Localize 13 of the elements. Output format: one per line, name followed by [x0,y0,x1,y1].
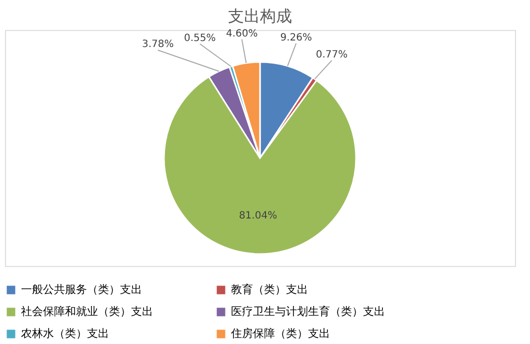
legend-label: 住房保障（类）支出 [231,327,330,340]
legend-label: 医疗卫生与计划生育（类）支出 [231,305,385,318]
chart-title: 支出构成 [228,6,292,26]
legend-label: 社会保障和就业（类）支出 [21,305,153,318]
data-label: 0.77% [316,49,348,60]
legend-label: 农林水（类）支出 [21,327,109,340]
legend-label: 教育（类）支出 [231,283,308,296]
data-label: 4.60% [226,28,258,40]
data-label: 81.04% [238,210,278,222]
legend-label: 一般公共服务（类）支出 [21,283,142,296]
data-label: 9.26% [280,32,312,44]
data-label: 0.55% [184,32,216,44]
data-label: 3.78% [142,39,174,50]
